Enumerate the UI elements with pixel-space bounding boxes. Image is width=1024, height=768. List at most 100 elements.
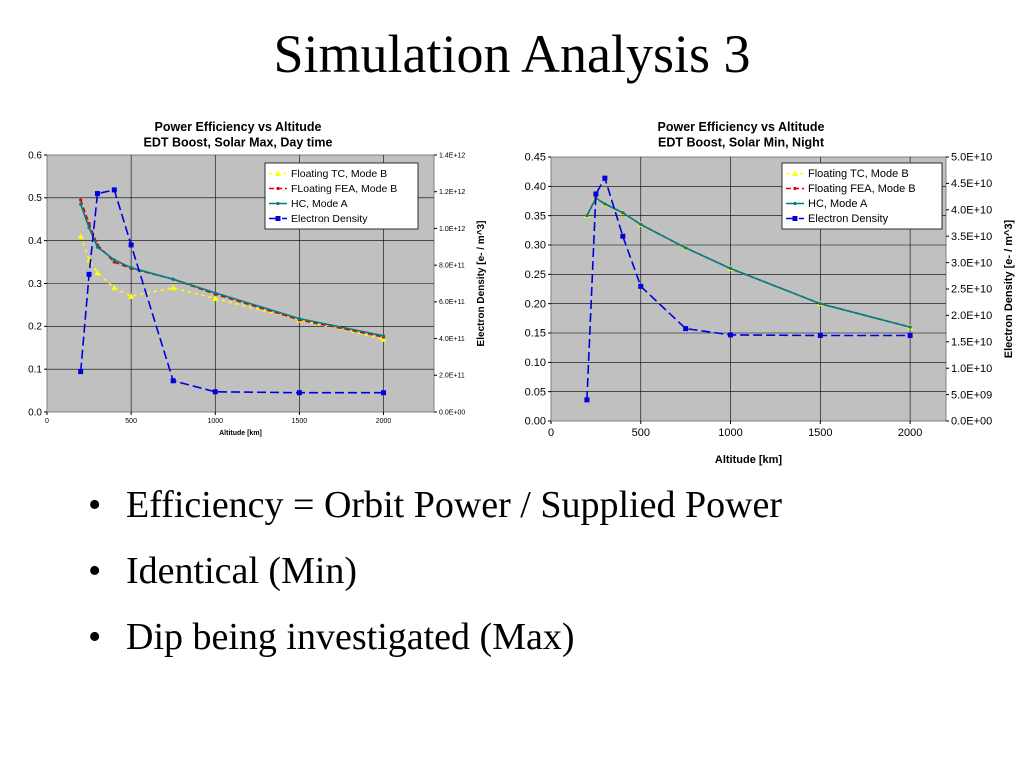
- data-point: [275, 216, 281, 221]
- data-point: [620, 233, 626, 239]
- y2-tick-label: 4.0E+10: [951, 204, 992, 216]
- data-point: [638, 283, 644, 289]
- data-point: [170, 378, 176, 384]
- data-point: [728, 332, 734, 338]
- y2-tick-label: 1.4E+12: [439, 152, 465, 159]
- legend-entry: HC, Mode A: [808, 198, 868, 210]
- data-point: [275, 170, 281, 176]
- data-point: [793, 186, 797, 191]
- y2-tick-label: 8.0E+11: [439, 262, 465, 269]
- data-point: [77, 233, 84, 239]
- chart-title: Power Efficiency vs Altitude: [658, 120, 825, 134]
- y2-tick-label: 2.0E+11: [439, 373, 465, 380]
- y-tick-label: 0.5: [28, 193, 42, 204]
- data-point: [585, 214, 589, 218]
- y2-axis-label: Electron Density [e- / m^3]: [1003, 219, 1015, 358]
- bullet-text: Dip being investigated (Max): [126, 616, 575, 658]
- data-point: [276, 201, 280, 206]
- data-point: [602, 175, 608, 181]
- y-tick-label: 0.10: [525, 357, 546, 369]
- data-point: [128, 242, 134, 248]
- data-point: [111, 187, 117, 193]
- data-point: [683, 326, 689, 332]
- data-point: [792, 216, 798, 221]
- data-point: [792, 170, 798, 176]
- bullet-item: • Identical (Min): [88, 544, 782, 610]
- data-point: [111, 284, 118, 291]
- y2-tick-label: 5.0E+09: [951, 389, 992, 401]
- data-point: [170, 284, 177, 291]
- data-point: [818, 302, 822, 306]
- data-point: [128, 293, 135, 299]
- y-tick-label: 0.15: [525, 328, 546, 340]
- chart-solar-min: Power Efficiency vs Altitude EDT Boost, S…: [512, 112, 1024, 472]
- y2-tick-label: 3.0E+10: [951, 257, 992, 269]
- data-point: [380, 336, 387, 342]
- x-tick-label: 1500: [808, 427, 832, 439]
- y-tick-label: 0.2: [28, 322, 42, 333]
- y2-tick-label: 0.0E+00: [439, 409, 465, 416]
- data-point: [297, 317, 301, 321]
- y-tick-label: 0.35: [525, 210, 546, 222]
- data-point: [584, 397, 590, 403]
- y-tick-label: 0.00: [525, 416, 546, 428]
- data-point: [907, 332, 913, 338]
- bullet-text: Efficiency = Orbit Power / Supplied Powe…: [126, 484, 783, 526]
- y-tick-label: 0.4: [28, 236, 42, 247]
- chart-solar-min-group: Power Efficiency vs Altitude EDT Boost, S…: [525, 120, 1015, 466]
- x-axis-label: Altitude [km]: [219, 430, 262, 437]
- bullet-marker: •: [88, 484, 102, 526]
- chart-subtitle: EDT Boost, Solar Min, Night: [658, 136, 825, 150]
- data-point: [86, 271, 92, 277]
- data-point: [79, 202, 83, 206]
- x-tick-label: 0: [45, 418, 49, 425]
- y-tick-label: 0.6: [28, 150, 42, 161]
- bullet-marker: •: [88, 550, 102, 592]
- data-point: [112, 258, 116, 262]
- data-point: [212, 295, 219, 301]
- slide-title: Simulation Analysis 3: [273, 24, 751, 84]
- data-point: [728, 266, 733, 271]
- x-axis-label: Altitude [km]: [715, 454, 783, 466]
- legend-entry: Electron Density: [291, 213, 368, 225]
- data-point: [129, 266, 133, 270]
- data-point: [276, 186, 280, 191]
- data-point: [793, 201, 797, 206]
- legend-entry: Floating TC, Mode B: [808, 168, 909, 180]
- y-tick-label: 0.05: [525, 386, 546, 398]
- data-point: [593, 191, 599, 197]
- legend-entry: HC, Mode A: [291, 198, 348, 210]
- x-tick-label: 1000: [207, 418, 223, 425]
- y2-tick-label: 1.5E+10: [951, 336, 992, 348]
- y2-tick-label: 4.0E+11: [439, 336, 465, 343]
- data-point: [381, 390, 387, 396]
- data-point: [621, 211, 625, 215]
- data-point: [817, 332, 823, 338]
- legend-entry: FLoating FEA, Mode B: [291, 183, 397, 195]
- chart-solar-max: Power Efficiency vs Altitude EDT Boost, S…: [0, 112, 512, 452]
- y2-tick-label: 1.0E+12: [439, 226, 465, 233]
- bullet-item: • Efficiency = Orbit Power / Supplied Pow…: [88, 478, 782, 544]
- legend-entry: Electron Density: [808, 213, 889, 225]
- data-point: [94, 269, 101, 276]
- y2-axis-label: Electron Density [e- / m^3]: [476, 221, 487, 347]
- bullet-item: • Dip being investigated (Max): [88, 610, 782, 676]
- data-point: [87, 226, 91, 230]
- bullet-marker: •: [88, 616, 102, 658]
- y-tick-label: 0.3: [28, 279, 42, 290]
- x-tick-label: 0: [548, 427, 554, 439]
- x-tick-label: 2000: [898, 427, 922, 439]
- bullet-list: • Efficiency = Orbit Power / Supplied Pow…: [88, 478, 782, 676]
- chart-solar-max-svg: Power Efficiency vs Altitude EDT Boost, S…: [28, 120, 487, 437]
- legend-box: [264, 162, 419, 230]
- data-point: [95, 245, 100, 249]
- y2-tick-label: 1.0E+10: [951, 363, 992, 375]
- y2-tick-label: 5.0E+10: [951, 152, 992, 164]
- x-tick-label: 500: [125, 418, 137, 425]
- y-tick-label: 0.40: [525, 181, 546, 193]
- data-point: [213, 291, 217, 295]
- y2-tick-label: 2.0E+10: [951, 310, 992, 322]
- data-point: [639, 222, 643, 227]
- data-point: [78, 369, 84, 375]
- y-tick-label: 0.30: [525, 240, 546, 252]
